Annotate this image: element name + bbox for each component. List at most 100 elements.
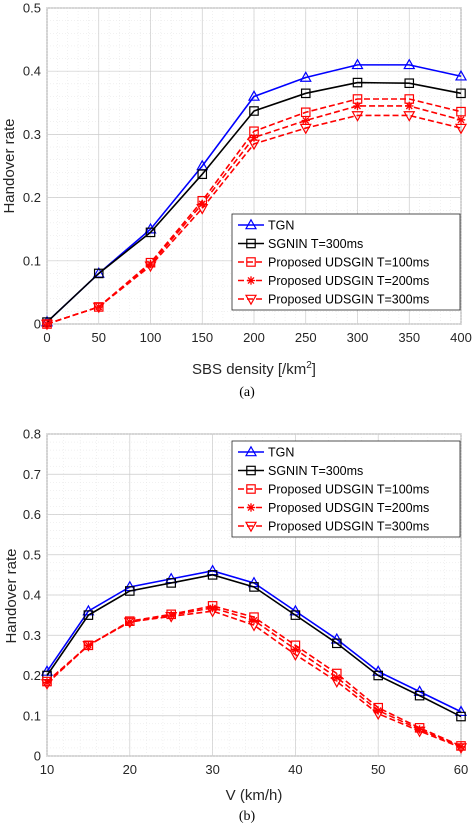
data-point bbox=[123, 617, 136, 629]
x-tick-label: 30 bbox=[205, 762, 219, 777]
legend-label: SGNIN T=300ms bbox=[268, 237, 363, 251]
legend-label: Proposed UDSGIN T=200ms bbox=[268, 274, 429, 288]
legend-entry: TGN bbox=[238, 219, 294, 233]
y-tick-label: 0.5 bbox=[23, 1, 41, 16]
data-point bbox=[405, 101, 414, 111]
x-tick-label: 350 bbox=[398, 330, 420, 345]
data-point bbox=[404, 78, 415, 89]
legend-entry: Proposed UDSGIN T=100ms bbox=[238, 483, 429, 497]
data-point bbox=[40, 319, 54, 331]
data-point bbox=[301, 116, 310, 125]
legend-entry: Proposed UDSGIN T=300ms bbox=[238, 293, 429, 307]
y-axis-label-a: Handover rate bbox=[1, 118, 18, 213]
data-point bbox=[291, 645, 300, 654]
x-tick-label: 200 bbox=[243, 330, 265, 345]
y-tick-label: 0.3 bbox=[23, 628, 41, 643]
x-axis-label-a: SBS density [/km2] bbox=[192, 360, 316, 378]
legend-entry: SGNIN T=300ms bbox=[238, 464, 363, 478]
y-tick-label: 0.1 bbox=[23, 708, 41, 723]
data-point bbox=[166, 578, 176, 588]
data-point bbox=[145, 227, 156, 238]
legend-label: Proposed UDSGIN T=200ms bbox=[268, 501, 429, 515]
x-tick-label: 20 bbox=[123, 762, 137, 777]
data-point bbox=[414, 690, 425, 701]
y-tick-label: 0 bbox=[34, 749, 41, 764]
chart-panel-b: 10 20 30 40 50 60 0 0.1 0.2 0.3 0.4 0.5 0.6 0.7 0.8 TG… bbox=[3, 427, 468, 824]
data-point bbox=[332, 638, 342, 649]
legend-marker bbox=[246, 484, 256, 494]
data-point bbox=[144, 261, 157, 273]
legend-entry: Proposed UDSGIN T=300ms bbox=[238, 520, 429, 534]
legend-marker bbox=[244, 294, 258, 306]
data-point bbox=[372, 709, 385, 721]
legend-marker bbox=[246, 276, 256, 285]
data-point bbox=[300, 88, 311, 99]
legend-entry: Proposed UDSGIN T=200ms bbox=[238, 501, 429, 515]
legend-marker bbox=[244, 218, 258, 230]
x-tick-label: 400 bbox=[450, 330, 472, 345]
data-point bbox=[83, 610, 94, 620]
data-point bbox=[249, 582, 259, 592]
x-tick-label: 50 bbox=[371, 762, 385, 777]
data-point bbox=[351, 111, 364, 122]
x-tick-label: 10 bbox=[40, 762, 54, 777]
legend-entry: Proposed UDSGIN T=100ms bbox=[238, 256, 429, 270]
caption-a: (a) bbox=[239, 385, 255, 400]
data-point bbox=[197, 169, 208, 180]
y-tick-label: 0.6 bbox=[23, 507, 41, 522]
legend-label: TGN bbox=[268, 219, 294, 233]
y-tick-label: 0.3 bbox=[23, 127, 41, 142]
legend-entry: Proposed UDSGIN T=200ms bbox=[238, 274, 429, 288]
y-tick-label: 0.1 bbox=[23, 253, 41, 268]
data-point bbox=[373, 670, 383, 681]
data-point bbox=[454, 743, 468, 754]
data-point bbox=[165, 612, 178, 623]
tick-labels-a: 0 50 100 150 200 250 300 350 400 0 0.1 0.2 0.3 0.4 0.5 bbox=[23, 1, 472, 346]
series-2 bbox=[42, 570, 466, 722]
data-point bbox=[403, 111, 416, 122]
chart-panel-a: 0 50 100 150 200 250 300 350 400 0 0.1 0.2 0.3 0.4 0.5… bbox=[1, 1, 472, 401]
series-line bbox=[46, 574, 462, 718]
data-point bbox=[290, 610, 301, 620]
legend-label: Proposed UDSGIN T=300ms bbox=[268, 520, 429, 534]
data-point bbox=[413, 726, 426, 738]
data-point bbox=[249, 133, 259, 142]
legend-label: Proposed UDSGIN T=100ms bbox=[268, 256, 429, 270]
data-point bbox=[249, 616, 259, 625]
data-point bbox=[299, 71, 312, 82]
data-point bbox=[82, 641, 95, 652]
y-tick-label: 0.5 bbox=[23, 547, 41, 562]
data-point bbox=[207, 570, 218, 580]
series-5 bbox=[40, 111, 468, 331]
x-tick-label: 50 bbox=[92, 330, 106, 345]
legend-marker bbox=[244, 445, 258, 457]
data-point bbox=[249, 106, 259, 116]
legend-marker bbox=[246, 465, 256, 476]
data-point bbox=[196, 204, 209, 215]
legend-label: Proposed UDSGIN T=100ms bbox=[268, 483, 429, 497]
data-point bbox=[454, 123, 468, 135]
y-tick-label: 0.2 bbox=[23, 668, 41, 683]
y-tick-label: 0.4 bbox=[23, 64, 41, 79]
data-point bbox=[247, 90, 261, 101]
series-2 bbox=[42, 77, 466, 327]
x-tick-label: 250 bbox=[295, 330, 317, 345]
legend-marker bbox=[246, 257, 256, 267]
data-point bbox=[456, 115, 466, 125]
series-5 bbox=[40, 606, 468, 754]
series-group-b bbox=[40, 564, 468, 754]
tick-labels-b: 10 20 30 40 50 60 0 0.1 0.2 0.3 0.4 0.5 0.6 0.7 0.8 bbox=[23, 427, 468, 778]
x-tick-label: 100 bbox=[140, 330, 162, 345]
y-tick-label: 0.8 bbox=[23, 427, 41, 442]
x-tick-label: 40 bbox=[288, 762, 302, 777]
legend-box bbox=[231, 440, 461, 538]
series-line bbox=[46, 114, 462, 325]
data-point bbox=[289, 650, 302, 661]
legend-entry: TGN bbox=[238, 446, 294, 460]
data-point bbox=[330, 677, 343, 688]
legend-box bbox=[231, 213, 461, 311]
data-point bbox=[40, 679, 54, 690]
legend-a: TGN SGNIN T=300ms Proposed UDSGIN T=100ms P… bbox=[231, 213, 461, 311]
x-axis-label-b: V (km/h) bbox=[226, 787, 283, 804]
